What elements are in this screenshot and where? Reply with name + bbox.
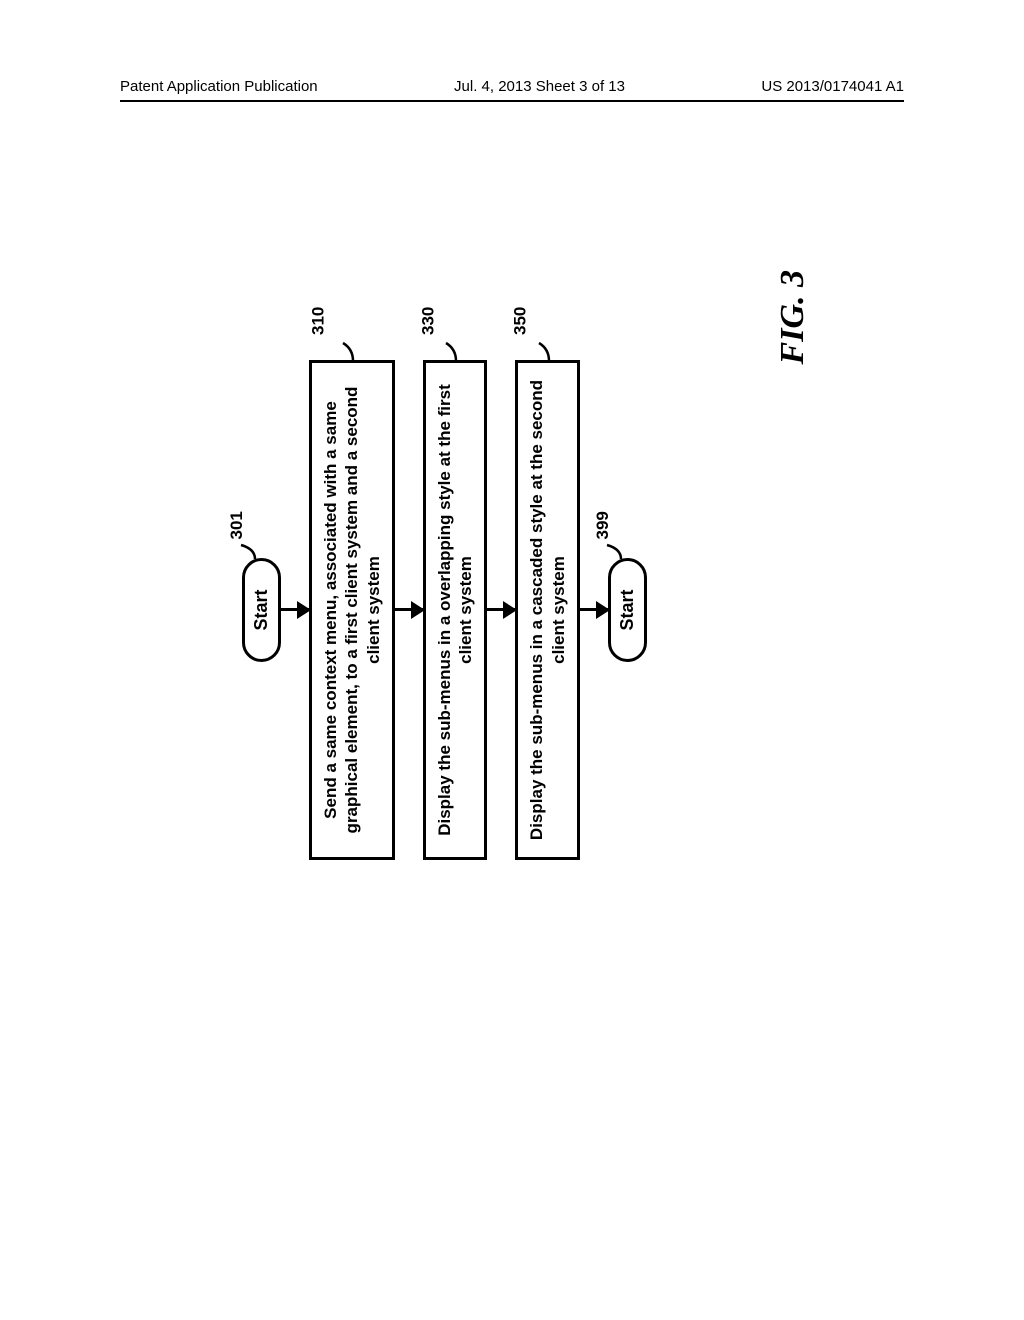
figure-label: FIG. 3 xyxy=(774,270,812,364)
flow-arrow-icon xyxy=(580,609,608,612)
ref-curve-icon xyxy=(537,339,559,361)
header-rule xyxy=(120,100,904,102)
ref-curve-icon xyxy=(444,339,466,361)
flowchart-diagram: Start 301 Send a same context menu, asso… xyxy=(0,300,1024,920)
process-box-350: Display the sub-menus in a cascaded styl… xyxy=(515,360,580,860)
ref-curve-icon xyxy=(603,538,625,560)
terminator-end: Start 399 xyxy=(608,559,647,662)
process-text-350: Display the sub-menus in a cascaded styl… xyxy=(527,380,567,840)
terminator-start-label: Start xyxy=(251,590,271,631)
process-text-310: Send a same context menu, associated wit… xyxy=(321,387,383,834)
terminator-end-label: Start xyxy=(617,590,637,631)
flow-arrow-icon xyxy=(395,609,423,612)
flowchart-column: Start 301 Send a same context menu, asso… xyxy=(242,300,647,920)
header-right: US 2013/0174041 A1 xyxy=(761,78,904,95)
terminator-start: Start 301 xyxy=(242,559,281,662)
ref-label-start: 301 xyxy=(227,511,247,539)
ref-label-330: 330 xyxy=(417,307,438,335)
process-text-330: Display the sub-menus in a overlapping s… xyxy=(435,384,475,836)
header-left: Patent Application Publication xyxy=(120,78,318,95)
flow-arrow-icon xyxy=(487,609,515,612)
ref-curve-icon xyxy=(341,339,363,361)
process-box-330: Display the sub-menus in a overlapping s… xyxy=(423,360,488,860)
flow-arrow-icon xyxy=(281,609,309,612)
ref-label-350: 350 xyxy=(510,307,531,335)
flowchart-rotated-frame: Start 301 Send a same context menu, asso… xyxy=(242,300,782,920)
process-box-310: Send a same context menu, associated wit… xyxy=(309,360,395,860)
page-header: Patent Application Publication Jul. 4, 2… xyxy=(120,78,904,99)
ref-label-end: 399 xyxy=(593,511,613,539)
ref-curve-icon xyxy=(237,538,259,560)
ref-label-310: 310 xyxy=(307,307,328,335)
header-center: Jul. 4, 2013 Sheet 3 of 13 xyxy=(454,78,625,95)
